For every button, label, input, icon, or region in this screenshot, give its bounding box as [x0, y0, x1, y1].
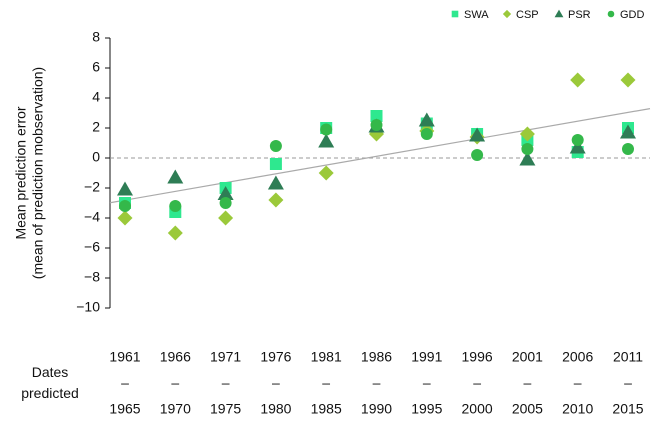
marker-diamond: [167, 225, 183, 241]
marker-diamond: [570, 72, 586, 88]
x-tick-label: –: [272, 375, 280, 391]
x-tick-label: 1980: [260, 401, 291, 417]
marker-circle: [119, 200, 131, 212]
x-tick-label: 1971: [210, 349, 241, 365]
x-tick-label: 1970: [160, 401, 191, 417]
x-tick-label: 1961: [109, 349, 140, 365]
marker-circle: [169, 200, 182, 212]
x-tick-label: 1965: [109, 401, 140, 417]
x-tick-label: 2001: [512, 349, 543, 365]
y-tick-label: −2: [84, 179, 100, 195]
marker-triangle: [167, 169, 184, 184]
x-tick-label: –: [574, 375, 582, 391]
y-axis-label: (mean of prediction mobservation): [30, 67, 46, 279]
x-tick-label: 2005: [512, 401, 543, 417]
marker-triangle: [569, 139, 586, 154]
marker-circle: [622, 143, 634, 155]
marker-triangle: [217, 186, 234, 200]
x-tick-label: 2015: [612, 401, 643, 417]
y-tick-label: −6: [84, 239, 100, 255]
x-tick-label: 1975: [210, 401, 241, 417]
marker-triangle: [469, 127, 486, 142]
marker-triangle: [267, 175, 284, 190]
marker-circle: [521, 143, 534, 155]
marker-circle: [571, 134, 584, 146]
marker-triangle: [554, 9, 564, 18]
legend-label: GDD: [620, 9, 645, 21]
x-tick-label: 2010: [562, 401, 593, 417]
x-tick-label: 2000: [462, 401, 493, 417]
x-tick-label: 1996: [462, 349, 493, 365]
y-tick-label: 0: [92, 149, 100, 165]
y-tick-label: −10: [76, 299, 100, 315]
x-tick-label: 1981: [311, 349, 342, 365]
x-tick-label: –: [624, 375, 632, 391]
x-tick-label: –: [524, 375, 532, 391]
marker-triangle: [519, 151, 536, 166]
x-tick-label: 2006: [562, 349, 593, 365]
y-tick-label: 8: [92, 29, 100, 45]
x-tick-label: 1985: [311, 401, 342, 417]
marker-triangle: [318, 133, 335, 148]
y-axis-label: Mean prediction error: [13, 106, 29, 239]
marker-square: [370, 110, 383, 122]
marker-diamond: [620, 72, 636, 88]
x-tick-label: 1966: [160, 349, 191, 365]
x-tick-label: –: [171, 375, 179, 391]
y-tick-label: 2: [92, 119, 100, 135]
x-tick-label: –: [473, 375, 481, 391]
legend-item: PSR: [554, 9, 591, 21]
marker-diamond: [318, 165, 334, 181]
marker-square: [269, 158, 282, 170]
y-tick-label: −4: [84, 209, 100, 225]
marker-circle: [607, 10, 615, 18]
x-tick-label: –: [373, 375, 381, 391]
marker-circle: [320, 123, 333, 136]
marker-diamond: [519, 126, 535, 142]
x-tick-label: 2011: [613, 349, 643, 365]
marker-circle: [370, 119, 383, 131]
legend-item: SWA: [451, 9, 489, 21]
marker-triangle: [117, 181, 133, 196]
marker-triangle: [620, 124, 636, 139]
x-tick-label: 1986: [361, 349, 392, 365]
marker-diamond: [502, 9, 512, 19]
x-tick-label: 1995: [411, 401, 442, 417]
marker-diamond: [218, 210, 234, 226]
x-tick-label: –: [222, 375, 230, 391]
x-axis-label: Dates predicted: [21, 364, 79, 401]
legend-label: PSR: [568, 9, 591, 21]
legend-label: CSP: [516, 9, 539, 21]
marker-diamond: [117, 210, 133, 226]
marker-diamond: [268, 192, 284, 208]
marker-triangle: [418, 112, 435, 127]
trend-line: [109, 108, 651, 204]
y-tick-label: 4: [92, 89, 100, 105]
x-tick-label: –: [121, 375, 129, 391]
x-tick-label: –: [423, 375, 431, 391]
y-tick-label: 6: [92, 59, 100, 75]
legend-item: GDD: [607, 9, 645, 21]
x-tick-label: 1976: [260, 349, 291, 365]
y-tick-label: −8: [84, 269, 100, 285]
marker-circle: [420, 128, 433, 140]
marker-circle: [269, 140, 282, 152]
legend-label: SWA: [464, 9, 489, 21]
x-tick-label: 1991: [411, 349, 442, 365]
legend-item: CSP: [502, 9, 539, 21]
marker-square: [451, 10, 459, 18]
x-tick-label: 1990: [361, 401, 392, 417]
marker-circle: [219, 197, 232, 209]
x-tick-label: –: [322, 375, 330, 391]
marker-circle: [471, 149, 484, 161]
